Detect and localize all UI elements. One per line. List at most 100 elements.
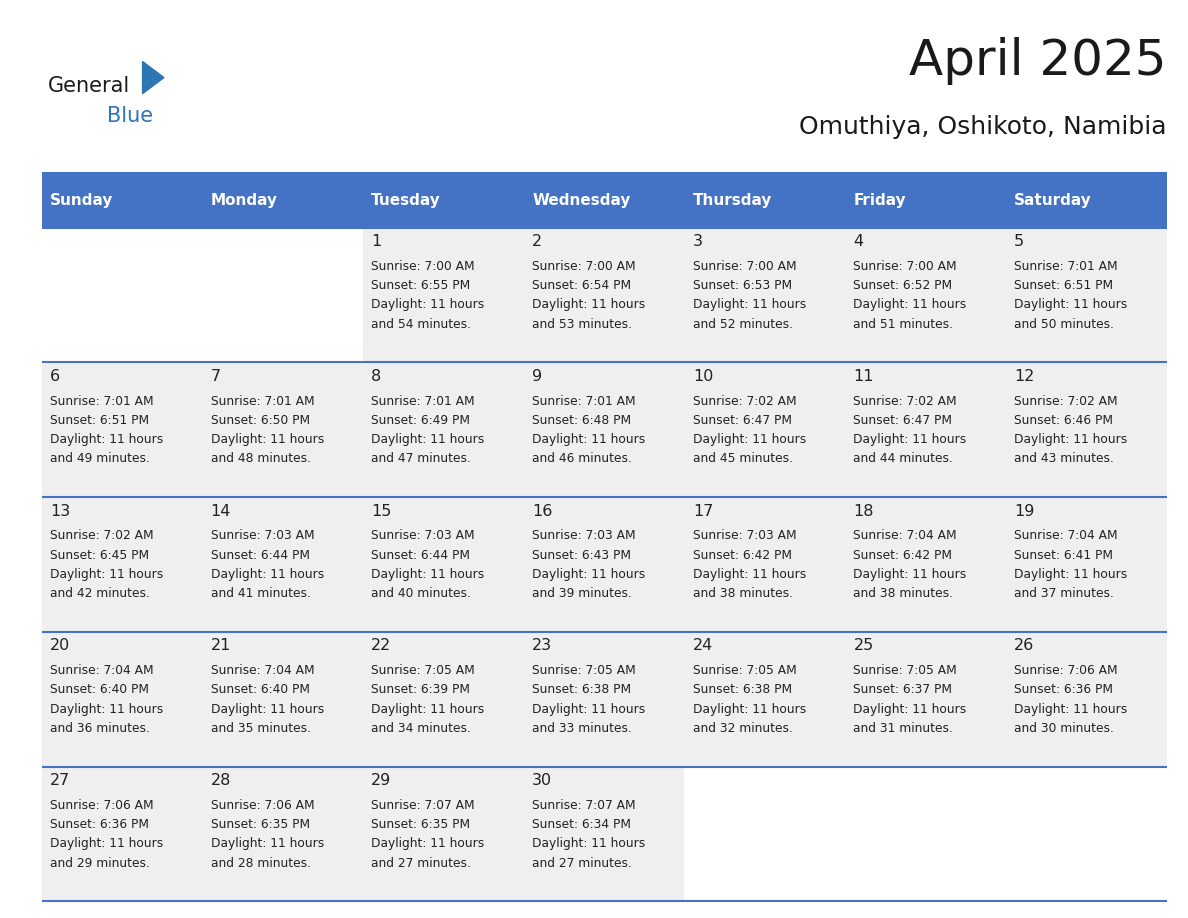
Bar xyxy=(42,173,202,228)
Text: 26: 26 xyxy=(1015,638,1035,654)
Text: Daylight: 11 hours: Daylight: 11 hours xyxy=(210,433,324,446)
Text: and 33 minutes.: and 33 minutes. xyxy=(532,722,632,735)
Text: Sunset: 6:36 PM: Sunset: 6:36 PM xyxy=(50,818,148,831)
Text: and 48 minutes.: and 48 minutes. xyxy=(210,453,310,465)
Text: and 37 minutes.: and 37 minutes. xyxy=(1015,588,1114,600)
Text: and 28 minutes.: and 28 minutes. xyxy=(210,856,310,869)
Text: and 27 minutes.: and 27 minutes. xyxy=(532,856,632,869)
Text: 1: 1 xyxy=(372,234,381,249)
Text: 22: 22 xyxy=(372,638,392,654)
Text: Daylight: 11 hours: Daylight: 11 hours xyxy=(853,298,967,311)
Text: Daylight: 11 hours: Daylight: 11 hours xyxy=(532,568,645,581)
Text: 28: 28 xyxy=(210,773,230,789)
Text: Daylight: 11 hours: Daylight: 11 hours xyxy=(1015,568,1127,581)
Text: and 46 minutes.: and 46 minutes. xyxy=(532,453,632,465)
Text: 30: 30 xyxy=(532,773,552,789)
Bar xyxy=(42,498,1167,632)
Text: 19: 19 xyxy=(1015,504,1035,519)
Text: Sunset: 6:35 PM: Sunset: 6:35 PM xyxy=(210,818,310,831)
Text: Sunset: 6:51 PM: Sunset: 6:51 PM xyxy=(50,414,148,427)
Text: Daylight: 11 hours: Daylight: 11 hours xyxy=(532,837,645,850)
Text: Sunrise: 7:00 AM: Sunrise: 7:00 AM xyxy=(532,260,636,273)
Text: 10: 10 xyxy=(693,369,713,384)
Text: Daylight: 11 hours: Daylight: 11 hours xyxy=(532,433,645,446)
Text: and 31 minutes.: and 31 minutes. xyxy=(853,722,953,735)
Text: Sunset: 6:37 PM: Sunset: 6:37 PM xyxy=(853,683,953,697)
Bar xyxy=(845,767,1006,901)
Bar xyxy=(524,173,684,228)
Text: and 27 minutes.: and 27 minutes. xyxy=(372,856,472,869)
Text: Sunrise: 7:01 AM: Sunrise: 7:01 AM xyxy=(372,395,475,408)
Text: Sunset: 6:43 PM: Sunset: 6:43 PM xyxy=(532,549,631,562)
Text: 16: 16 xyxy=(532,504,552,519)
Text: Sunrise: 7:06 AM: Sunrise: 7:06 AM xyxy=(210,799,315,812)
Text: 29: 29 xyxy=(372,773,392,789)
Text: Daylight: 11 hours: Daylight: 11 hours xyxy=(50,433,163,446)
Bar xyxy=(42,228,202,363)
Text: Sunrise: 7:04 AM: Sunrise: 7:04 AM xyxy=(210,664,315,677)
Bar xyxy=(42,363,1167,498)
Text: Blue: Blue xyxy=(107,106,153,126)
Bar xyxy=(202,228,364,363)
Text: Sunrise: 7:03 AM: Sunrise: 7:03 AM xyxy=(372,530,475,543)
Text: Sunset: 6:35 PM: Sunset: 6:35 PM xyxy=(372,818,470,831)
Bar xyxy=(684,767,845,901)
Text: and 34 minutes.: and 34 minutes. xyxy=(372,722,472,735)
Text: Sunrise: 7:04 AM: Sunrise: 7:04 AM xyxy=(1015,530,1118,543)
Text: Sunrise: 7:06 AM: Sunrise: 7:06 AM xyxy=(50,799,153,812)
Text: Sunset: 6:42 PM: Sunset: 6:42 PM xyxy=(693,549,791,562)
Text: and 45 minutes.: and 45 minutes. xyxy=(693,453,792,465)
Text: and 42 minutes.: and 42 minutes. xyxy=(50,588,150,600)
Text: Daylight: 11 hours: Daylight: 11 hours xyxy=(1015,298,1127,311)
Text: Sunset: 6:38 PM: Sunset: 6:38 PM xyxy=(532,683,631,697)
Text: Daylight: 11 hours: Daylight: 11 hours xyxy=(372,837,485,850)
Text: 13: 13 xyxy=(50,504,70,519)
Text: and 52 minutes.: and 52 minutes. xyxy=(693,318,792,330)
Text: and 44 minutes.: and 44 minutes. xyxy=(853,453,953,465)
Text: 25: 25 xyxy=(853,638,873,654)
Text: Daylight: 11 hours: Daylight: 11 hours xyxy=(372,433,485,446)
Text: Sunrise: 7:01 AM: Sunrise: 7:01 AM xyxy=(210,395,315,408)
Text: Sunrise: 7:02 AM: Sunrise: 7:02 AM xyxy=(693,395,796,408)
Text: Sunrise: 7:03 AM: Sunrise: 7:03 AM xyxy=(210,530,315,543)
Text: Sunset: 6:48 PM: Sunset: 6:48 PM xyxy=(532,414,631,427)
Text: and 29 minutes.: and 29 minutes. xyxy=(50,856,150,869)
Text: 7: 7 xyxy=(210,369,221,384)
Text: Daylight: 11 hours: Daylight: 11 hours xyxy=(532,298,645,311)
Text: Thursday: Thursday xyxy=(693,193,772,207)
Text: Sunrise: 7:05 AM: Sunrise: 7:05 AM xyxy=(853,664,958,677)
Text: Sunset: 6:39 PM: Sunset: 6:39 PM xyxy=(372,683,470,697)
Text: Tuesday: Tuesday xyxy=(372,193,441,207)
Text: 24: 24 xyxy=(693,638,713,654)
Text: Daylight: 11 hours: Daylight: 11 hours xyxy=(372,568,485,581)
Text: and 40 minutes.: and 40 minutes. xyxy=(372,588,472,600)
Text: Sunrise: 7:03 AM: Sunrise: 7:03 AM xyxy=(532,530,636,543)
Text: and 39 minutes.: and 39 minutes. xyxy=(532,588,632,600)
Text: 12: 12 xyxy=(1015,369,1035,384)
Text: Sunrise: 7:02 AM: Sunrise: 7:02 AM xyxy=(853,395,958,408)
Text: Daylight: 11 hours: Daylight: 11 hours xyxy=(693,298,805,311)
Text: and 38 minutes.: and 38 minutes. xyxy=(693,588,792,600)
Text: and 51 minutes.: and 51 minutes. xyxy=(853,318,954,330)
Text: 9: 9 xyxy=(532,369,542,384)
Text: Sunset: 6:40 PM: Sunset: 6:40 PM xyxy=(50,683,148,697)
Text: Sunset: 6:36 PM: Sunset: 6:36 PM xyxy=(1015,683,1113,697)
Text: and 36 minutes.: and 36 minutes. xyxy=(50,722,150,735)
Text: Sunset: 6:49 PM: Sunset: 6:49 PM xyxy=(372,414,470,427)
Text: Sunrise: 7:05 AM: Sunrise: 7:05 AM xyxy=(372,664,475,677)
Text: Sunset: 6:51 PM: Sunset: 6:51 PM xyxy=(1015,279,1113,292)
Text: Daylight: 11 hours: Daylight: 11 hours xyxy=(50,837,163,850)
Text: and 38 minutes.: and 38 minutes. xyxy=(853,588,954,600)
Text: Sunset: 6:44 PM: Sunset: 6:44 PM xyxy=(210,549,310,562)
Bar xyxy=(42,632,1167,767)
Text: 2: 2 xyxy=(532,234,542,249)
Bar xyxy=(202,173,364,228)
Text: Sunday: Sunday xyxy=(50,193,113,207)
Text: Omuthiya, Oshikoto, Namibia: Omuthiya, Oshikoto, Namibia xyxy=(800,115,1167,139)
Text: April 2025: April 2025 xyxy=(909,37,1167,84)
Polygon shape xyxy=(143,62,164,94)
Text: Sunrise: 7:01 AM: Sunrise: 7:01 AM xyxy=(532,395,636,408)
Text: Sunset: 6:34 PM: Sunset: 6:34 PM xyxy=(532,818,631,831)
Text: Sunrise: 7:01 AM: Sunrise: 7:01 AM xyxy=(50,395,153,408)
Text: Daylight: 11 hours: Daylight: 11 hours xyxy=(210,568,324,581)
